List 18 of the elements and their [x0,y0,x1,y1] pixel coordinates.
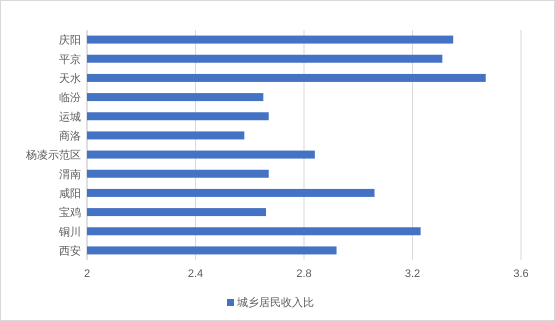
x-tick-label: 2.8 [296,268,312,280]
x-tick-label: 2.4 [188,268,204,280]
y-tick-label: 庆阳 [59,34,81,47]
y-tick-label: 铜川 [58,225,81,238]
y-tick-label: 商洛 [59,129,81,142]
x-tick-label: 2 [84,268,90,280]
y-tick-label: 渭南 [59,168,81,181]
legend-label: 城乡居民收入比 [236,296,314,309]
x-tick-label: 3.2 [404,268,420,280]
y-tick-label: 杨凌示范区 [25,148,81,162]
y-tick-label: 宝鸡 [59,206,81,220]
y-tick-label: 临汾 [59,92,81,104]
y-tick-label: 咸阳 [59,186,81,200]
x-tick-label: 3.6 [513,268,529,280]
y-tick-label: 平京 [59,52,81,66]
y-tick-label: 西安 [59,244,81,258]
y-tick-label: 运城 [59,110,81,124]
y-tick-label: 天水 [59,72,81,85]
